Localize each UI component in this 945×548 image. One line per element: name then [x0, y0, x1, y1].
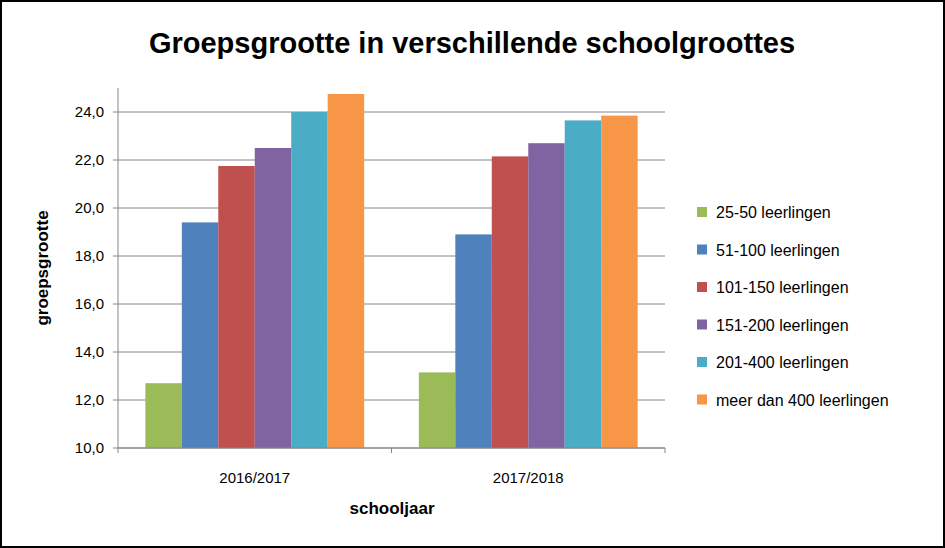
- y-tick: [113, 304, 118, 305]
- legend: 25-50 leerlingen 51-100 leerlingen 101-150…: [697, 204, 889, 409]
- bar: [455, 234, 491, 448]
- y-axis-title: groepsgrootte: [33, 210, 52, 325]
- y-tick: [113, 448, 118, 449]
- x-tick: [118, 448, 119, 453]
- y-tick: [113, 256, 118, 257]
- x-tick-label: 2017/2018: [493, 469, 564, 486]
- y-axis: [118, 88, 119, 448]
- x-tick-label: 2016/2017: [219, 469, 290, 486]
- legend-swatch: [697, 207, 707, 217]
- bar: [565, 120, 601, 448]
- bar: [328, 94, 364, 448]
- bars: [145, 94, 637, 448]
- legend-label: 101-150 leerlingen: [716, 279, 849, 296]
- y-tick: [113, 400, 118, 401]
- y-tick-label: 12,0: [75, 391, 104, 408]
- legend-swatch: [697, 357, 707, 367]
- bar: [218, 166, 254, 448]
- bar: [182, 222, 218, 448]
- y-tick: [113, 112, 118, 113]
- y-tick-label: 14,0: [75, 343, 104, 360]
- legend-label: 51-100 leerlingen: [716, 242, 840, 259]
- bar: [291, 112, 327, 448]
- legend-swatch: [697, 320, 707, 330]
- bar: [601, 116, 637, 448]
- bar: [145, 383, 181, 448]
- title: Groepsgrootte in verschillende schoolgro…: [149, 27, 795, 59]
- bar: [528, 143, 564, 448]
- legend-label: 25-50 leerlingen: [716, 204, 831, 221]
- x-axis-title: schooljaar: [349, 499, 434, 518]
- legend-label: meer dan 400 leerlingen: [716, 392, 889, 409]
- legend-swatch: [697, 245, 707, 255]
- y-tick-label: 24,0: [75, 103, 104, 120]
- x-tick: [665, 448, 666, 453]
- y-tick-label: 10,0: [75, 439, 104, 456]
- legend-label: 151-200 leerlingen: [716, 317, 849, 334]
- bar: [255, 148, 291, 448]
- chart-border: [1, 1, 944, 547]
- y-tick-label: 18,0: [75, 247, 104, 264]
- legend-label: 201-400 leerlingen: [716, 354, 849, 371]
- y-tick: [113, 160, 118, 161]
- legend-swatch: [697, 395, 707, 405]
- y-tick: [113, 352, 118, 353]
- chart: Groepsgrootte in verschillende schoolgro…: [0, 0, 945, 548]
- x-tick: [391, 448, 392, 453]
- y-tick-label: 20,0: [75, 199, 104, 216]
- y-tick-label: 22,0: [75, 151, 104, 168]
- legend-swatch: [697, 282, 707, 292]
- bar: [492, 156, 528, 448]
- y-tick-label: 16,0: [75, 295, 104, 312]
- grid-line: [118, 112, 665, 113]
- y-tick: [113, 208, 118, 209]
- bar: [419, 372, 455, 448]
